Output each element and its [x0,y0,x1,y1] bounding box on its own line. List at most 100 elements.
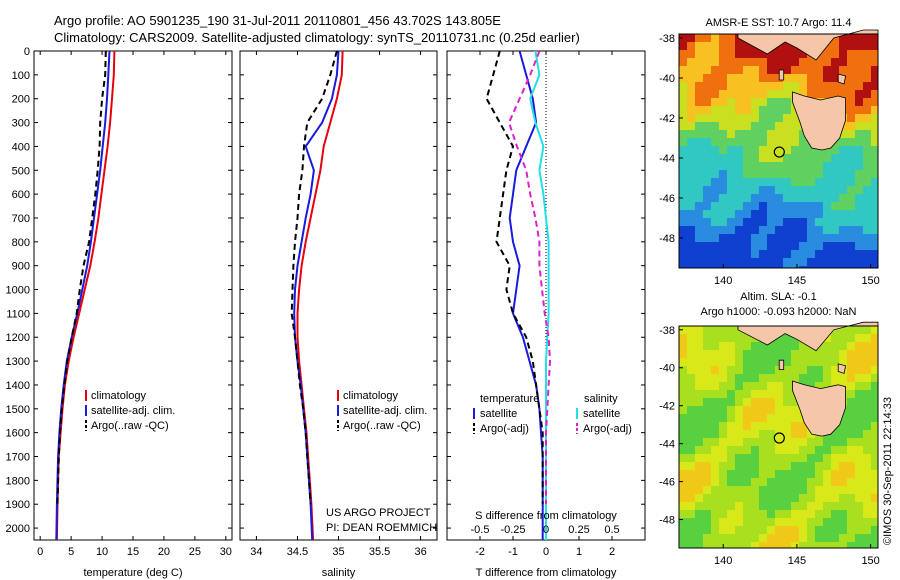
sst-map-cell [751,170,759,178]
sla-map-cell [759,350,767,358]
depth-tick-label: 300 [12,118,30,130]
sst-map-cell [759,154,767,162]
sla-map-cell [743,398,751,406]
sla-map-cell [743,422,751,430]
sst-map-cell [855,202,863,210]
sst-map-cell [743,266,751,268]
sst-map-cell [719,186,727,194]
sst-map-cell [703,266,711,268]
sla-map-cell [839,470,847,478]
sla-map-cell [847,406,855,414]
sst-map-cell [775,226,783,234]
sla-map-cell [863,358,871,366]
sla-map-cell [799,454,807,462]
sla-map-cell [799,502,807,510]
sla-map-cell [839,518,847,526]
sla-map-cell [855,526,863,534]
sla-map-cell [759,398,767,406]
sst-map-cell [687,74,695,82]
sst-map-cell [783,66,791,74]
sla-map-cell [711,366,719,374]
sst-map-cell [687,82,695,90]
sst-map-cell [831,74,839,82]
sla-map-cell [719,366,727,374]
sla-map-cell [767,398,775,406]
sst-map-cell [823,58,831,66]
sla-map-cell [687,374,695,382]
temperature-xtick-label: 20 [158,546,170,558]
sla-map-cell [823,446,831,454]
sst-map-cell [767,82,775,90]
sla-map-cell [847,350,855,358]
sla-map-cell [799,526,807,534]
sst-map-cell [751,90,759,98]
sst-map-cell [815,154,823,162]
sla-map-cell [735,390,743,398]
sst-map-cell [767,210,775,218]
sla-map-cell [783,390,791,398]
sla-map-cell [863,438,871,446]
sla-map-cell [855,358,863,366]
sla-map-cell [703,342,711,350]
sst-map-cell [839,162,847,170]
sla-map-cell [727,534,735,542]
sla-map-cell [687,398,695,406]
sst-map-cell [743,82,751,90]
sst-map-cell [863,186,871,194]
sla-map-cell [727,486,735,494]
sst-map-cell [871,266,878,268]
sla-map-cell [863,486,871,494]
sst-map-cell [791,186,799,194]
sst-map-cell [687,146,695,154]
sla-map-cell [871,374,878,382]
sla-map-cell [711,342,719,350]
sla-map-cell [871,462,878,470]
salinity-xtick-label: 34.5 [287,546,308,558]
sst-map-cell [815,162,823,170]
sst-map-cell [759,266,767,268]
sla-map-cell [679,382,687,390]
depth-tick-label: 500 [12,165,30,177]
sst-map-cell [759,82,767,90]
sla-map-cell [799,366,807,374]
sst-map-cell [751,138,759,146]
sst-map-cell [863,218,871,226]
sla-map-cell [855,462,863,470]
sst-map-cell [695,130,703,138]
sla-map-cell [703,470,711,478]
sst-map-cell [855,258,863,266]
sla-map-cell [775,382,783,390]
sst-map-cell [839,210,847,218]
sst-map-cell [743,170,751,178]
sst-map-cell [863,170,871,178]
sst-map-cell [831,194,839,202]
sla-map-cell [735,414,743,422]
sst-map-cell [871,202,878,210]
sst-map-cell [871,218,878,226]
sla-map-cell [703,486,711,494]
sst-map-cell [679,42,687,50]
sst-map-cell [735,42,743,50]
sst-map-cell [831,178,839,186]
sla-map-xtick-label: 150 [861,555,879,567]
sst-map-cell [767,138,775,146]
sst-map-cell [759,90,767,98]
sla-map-cell [823,366,831,374]
sla-map-cell [855,406,863,414]
sst-map-cell [743,114,751,122]
sla-map-cell [719,382,727,390]
sst-map-cell [775,138,783,146]
sla-map-cell [751,350,759,358]
sla-map-cell [727,398,735,406]
sla-map-cell [807,454,815,462]
sst-map-cell [823,50,831,58]
sdiff-tick-label: -0.25 [500,524,525,536]
sst-map-cell [775,90,783,98]
sst-map-cell [751,178,759,186]
sla-map-cell [719,526,727,534]
sst-map-cell [719,242,727,250]
sst-map-cell [719,162,727,170]
sst-map-cell [719,74,727,82]
sst-map-cell [839,234,847,242]
sla-map-cell [703,494,711,502]
